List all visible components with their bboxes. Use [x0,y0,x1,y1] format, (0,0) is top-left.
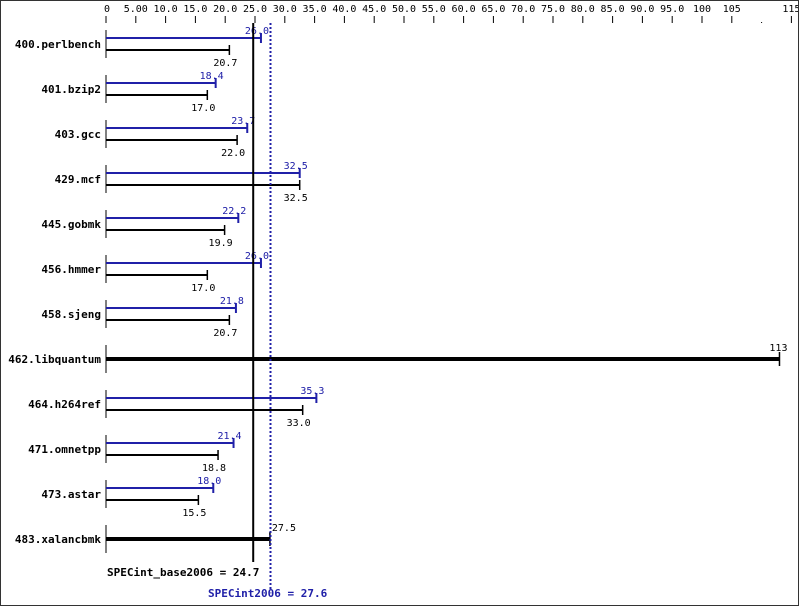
x-tick-label: 20.0 [213,4,237,15]
bar-label-base: 20.7 [213,58,237,69]
x-tick-label: 5.00 [124,4,148,15]
x-tick-label: 40.0 [332,4,356,15]
category-label: 445.gobmk [41,218,101,231]
bar-label-base: 32.5 [284,193,308,204]
bar-label-peak: 35.3 [300,386,324,397]
x-tick-label: 80.0 [571,4,595,15]
bar-label-base: 15.5 [182,508,206,519]
bar-label-base: 18.8 [202,463,226,474]
x-tick-label: 95.0 [660,4,684,15]
x-tick-label: 35.0 [303,4,327,15]
bar-label: 113 [769,343,787,354]
base-summary-label: SPECint_base2006 = 24.7 [107,566,259,579]
category-label: 400.perlbench [15,38,101,51]
bar-label-base: 19.9 [209,238,233,249]
bar-label-peak: 21.8 [220,296,244,307]
x-tick-label: 60.0 [452,4,476,15]
category-label: 456.hmmer [41,263,101,276]
bar-label-peak: 26.0 [245,251,269,262]
x-tick-label: 115 [782,4,799,15]
bar-label-peak: 23.7 [231,116,255,127]
bar-label-base: 22.0 [221,148,245,159]
bar-label-peak: 18.4 [200,71,224,82]
bar-label: 27.5 [272,523,296,534]
x-tick-label: 30.0 [273,4,297,15]
category-label: 464.h264ref [28,398,101,411]
bar-label-peak: 18.0 [197,476,221,487]
category-label: 462.libquantum [8,353,101,366]
bar-label-peak: 26.0 [245,26,269,37]
category-label: 403.gcc [55,128,101,141]
bar-label-base: 20.7 [213,328,237,339]
x-tick-label: 15.0 [183,4,207,15]
x-tick-label: 65.0 [481,4,505,15]
x-tick-label: 25.0 [243,4,267,15]
bar-label-peak: 21.4 [217,431,241,442]
x-tick-label: 100 [693,4,711,15]
x-tick-label: 50.0 [392,4,416,15]
category-label: 471.omnetpp [28,443,101,456]
x-tick-label: 45.0 [362,4,386,15]
x-tick-label: 90.0 [630,4,654,15]
category-label: 458.sjeng [41,308,101,321]
bar-label-base: 17.0 [191,103,215,114]
bar-label-peak: 32.5 [284,161,308,172]
category-label: 483.xalancbmk [15,533,101,546]
category-label: 473.astar [41,488,101,501]
x-tick-label: 0 [104,4,110,15]
bar-label-base: 17.0 [191,283,215,294]
category-label: 401.bzip2 [41,83,101,96]
x-tick-label: 105 [723,4,741,15]
category-label: 429.mcf [55,173,101,186]
x-tick-label: 55.0 [422,4,446,15]
x-tick-label: 70.0 [511,4,535,15]
peak-summary-label: SPECint2006 = 27.6 [208,587,328,600]
bar-label-base: 33.0 [287,418,311,429]
bar-label-peak: 22.2 [222,206,246,217]
x-tick-label: 85.0 [601,4,625,15]
x-tick-label: 75.0 [541,4,565,15]
x-tick-label: 10.0 [154,4,178,15]
